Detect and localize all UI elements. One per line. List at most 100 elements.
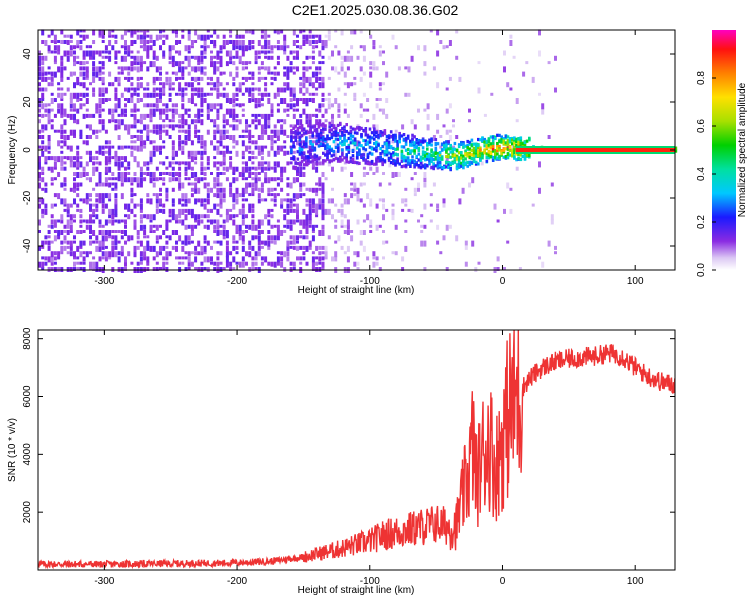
heatmap-cell xyxy=(353,145,357,152)
heatmap-cell xyxy=(483,137,486,142)
heatmap-cell xyxy=(190,214,194,219)
heatmap-cell xyxy=(101,50,105,54)
heatmap-cell xyxy=(146,172,150,176)
heatmap-cell xyxy=(241,92,245,96)
heatmap-cell xyxy=(466,144,469,148)
heatmap-cell xyxy=(415,138,418,142)
heatmap-cell xyxy=(143,103,147,108)
heatmap-cell xyxy=(89,156,92,163)
heatmap-cell xyxy=(95,66,99,72)
heatmap-cell xyxy=(455,235,459,242)
heatmap-cell xyxy=(445,108,449,114)
heatmap-cell xyxy=(298,136,302,140)
heatmap-cell xyxy=(362,138,365,143)
heatmap-cell xyxy=(276,177,280,181)
heatmap-cell xyxy=(464,161,467,165)
heatmap-cell xyxy=(98,50,102,57)
heatmap-cell xyxy=(308,245,312,250)
heatmap-cell xyxy=(351,154,355,158)
heatmap-cell xyxy=(162,177,166,182)
heatmap-cell xyxy=(307,161,310,165)
heatmap-cell xyxy=(443,147,446,151)
heatmap-cell xyxy=(200,119,204,126)
heatmap-cell xyxy=(232,267,236,270)
heatmap-cell xyxy=(260,240,264,245)
heatmap-cell xyxy=(322,151,325,155)
heatmap-cell xyxy=(521,142,525,146)
heatmap-cell xyxy=(225,145,229,152)
heatmap-cell xyxy=(358,141,361,145)
heatmap-cell xyxy=(187,61,191,68)
heatmap-cell xyxy=(346,256,350,263)
heatmap-cell xyxy=(362,230,366,235)
heatmap-cell xyxy=(407,92,411,97)
heatmap-cell xyxy=(321,113,325,118)
heatmap-cell xyxy=(44,240,48,245)
heatmap-cell xyxy=(445,145,448,149)
heatmap-cell xyxy=(82,172,86,177)
heatmap-cell xyxy=(222,40,226,46)
heatmap-cell xyxy=(254,261,258,266)
heatmap-cell xyxy=(336,133,340,137)
heatmap-cell xyxy=(442,45,446,50)
heatmap-cell xyxy=(351,141,355,145)
heatmap-cell xyxy=(448,40,452,46)
heatmap-cell xyxy=(146,129,150,136)
heatmap-cell xyxy=(241,166,245,173)
heatmap-cell xyxy=(60,240,64,245)
heatmap-cell xyxy=(319,137,323,141)
heatmap-cell xyxy=(515,143,518,147)
heatmap-cell xyxy=(382,214,385,221)
heatmap-cell xyxy=(319,142,323,146)
heatmap-cell xyxy=(434,148,438,152)
heatmap-cell xyxy=(57,172,61,177)
heatmap-cell xyxy=(139,261,143,265)
heatmap-cell xyxy=(479,154,482,158)
heatmap-cell xyxy=(63,245,67,251)
heatmap-cell xyxy=(375,159,378,163)
heatmap-cell xyxy=(225,230,229,236)
heatmap-cell xyxy=(136,177,140,184)
heatmap-cell xyxy=(436,29,440,36)
heatmap-cell xyxy=(346,198,350,205)
heatmap-cell xyxy=(283,87,287,93)
heatmap-cell xyxy=(238,103,242,108)
heatmap-cell xyxy=(321,129,325,134)
heatmap-cell xyxy=(302,172,306,177)
heatmap-cell xyxy=(47,66,51,70)
heatmap-cell xyxy=(124,55,127,62)
heatmap-cell xyxy=(251,87,255,92)
heatmap-cell xyxy=(289,240,293,245)
heatmap-cell xyxy=(162,29,166,33)
heatmap-cell xyxy=(308,187,312,192)
heatmap-cell xyxy=(343,71,347,78)
heatmap-cell xyxy=(432,162,435,166)
heatmap-cell xyxy=(353,187,357,192)
heatmap-cell xyxy=(133,251,137,258)
heatmap-cell xyxy=(184,119,188,126)
heatmap-cell xyxy=(292,50,296,54)
heatmap-cell xyxy=(168,161,172,168)
heatmap-cell xyxy=(162,103,166,107)
heatmap-cell xyxy=(391,172,395,178)
heatmap-cell xyxy=(187,82,191,88)
heatmap-cell xyxy=(341,126,344,130)
heatmap-cell xyxy=(464,144,467,148)
heatmap-cell xyxy=(334,256,338,262)
heatmap-cell xyxy=(60,40,64,44)
heatmap-cell xyxy=(108,193,112,199)
heatmap-cell xyxy=(159,267,162,270)
heatmap-cell xyxy=(330,159,334,163)
heatmap-cell xyxy=(273,29,277,34)
heatmap-cell xyxy=(362,172,366,177)
heatmap-cell xyxy=(133,156,137,163)
heatmap-cell xyxy=(453,160,457,164)
heatmap-cell xyxy=(289,224,293,231)
heatmap-cell xyxy=(260,92,264,98)
heatmap-cell xyxy=(197,66,201,72)
heatmap-cell xyxy=(146,256,150,263)
heatmap-cell xyxy=(369,82,373,89)
heatmap-cell xyxy=(283,71,287,77)
heatmap-cell xyxy=(407,208,411,212)
heatmap-cell xyxy=(273,45,277,49)
